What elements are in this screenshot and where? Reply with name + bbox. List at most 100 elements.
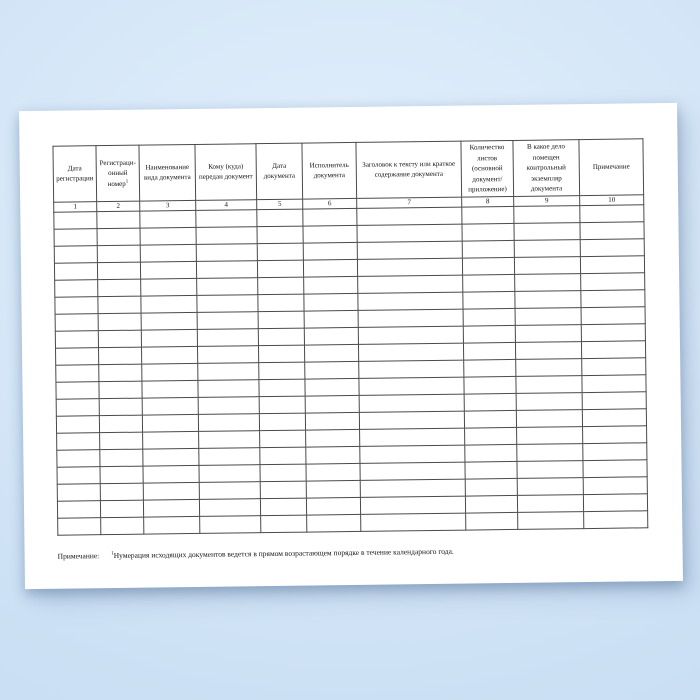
empty-cell bbox=[583, 493, 648, 512]
empty-cell bbox=[582, 442, 647, 461]
empty-cell bbox=[464, 426, 517, 445]
empty-cell bbox=[513, 222, 581, 240]
empty-cell bbox=[140, 294, 198, 313]
empty-cell bbox=[195, 226, 258, 244]
empty-cell bbox=[463, 324, 516, 343]
empty-cell bbox=[197, 362, 259, 380]
empty-cell bbox=[53, 211, 97, 229]
empty-cell bbox=[196, 294, 259, 312]
empty-cell bbox=[96, 210, 140, 229]
column-number-3: 3 bbox=[139, 199, 196, 211]
column-number-5: 5 bbox=[256, 198, 303, 210]
empty-cell bbox=[100, 499, 144, 518]
empty-cell bbox=[260, 497, 307, 516]
empty-cell bbox=[56, 398, 100, 416]
empty-cell bbox=[198, 430, 260, 448]
empty-cell bbox=[143, 498, 200, 517]
empty-cell bbox=[358, 359, 464, 378]
header-footnote-mark: 1 bbox=[125, 178, 129, 184]
empty-cell bbox=[198, 396, 260, 414]
empty-cell bbox=[197, 311, 259, 329]
empty-cell bbox=[580, 272, 645, 291]
empty-cell bbox=[57, 517, 101, 535]
empty-cell bbox=[515, 341, 582, 359]
column-number-8: 8 bbox=[461, 195, 514, 207]
empty-cell bbox=[302, 224, 358, 243]
empty-cell bbox=[260, 480, 307, 499]
empty-cell bbox=[55, 313, 99, 331]
empty-cell bbox=[198, 464, 261, 482]
empty-cell bbox=[359, 444, 465, 463]
empty-cell bbox=[302, 207, 357, 226]
empty-cell bbox=[259, 446, 306, 465]
empty-cell bbox=[256, 208, 303, 227]
empty-cell bbox=[258, 327, 305, 346]
empty-cell bbox=[359, 461, 466, 480]
column-header-6: Исполнитель документа bbox=[301, 142, 357, 199]
empty-cell bbox=[581, 357, 646, 376]
empty-cell bbox=[358, 376, 465, 395]
column-header-5: Дата документа bbox=[255, 143, 303, 200]
empty-cell bbox=[54, 279, 98, 297]
empty-cell bbox=[516, 426, 583, 444]
empty-cell bbox=[140, 260, 197, 279]
empty-cell bbox=[581, 306, 646, 325]
empty-cell bbox=[305, 462, 361, 481]
document-page: Дата регистрации Регистраци-онный номер1 Н… bbox=[19, 102, 683, 590]
column-header-3: Наименование вида документа bbox=[138, 144, 196, 201]
empty-cell bbox=[516, 392, 583, 410]
column-number-1: 1 bbox=[53, 201, 97, 212]
empty-cell bbox=[98, 329, 142, 348]
empty-cell bbox=[515, 307, 582, 325]
empty-cell bbox=[303, 241, 358, 260]
empty-cell bbox=[517, 494, 584, 512]
empty-cell bbox=[357, 274, 463, 293]
empty-cell bbox=[303, 292, 359, 311]
empty-cell bbox=[140, 243, 197, 262]
column-header-8: Количество листов (основной документ/ пр… bbox=[460, 140, 514, 197]
empty-cell bbox=[464, 392, 517, 411]
empty-cell bbox=[99, 397, 143, 416]
empty-cell bbox=[582, 425, 647, 444]
empty-cell bbox=[56, 466, 101, 484]
empty-cell bbox=[57, 500, 101, 518]
empty-cell bbox=[360, 512, 466, 531]
empty-cell bbox=[462, 290, 516, 309]
empty-cell bbox=[462, 273, 515, 292]
empty-cell bbox=[582, 391, 647, 410]
empty-cell bbox=[139, 226, 197, 245]
empty-cell bbox=[358, 342, 464, 361]
empty-cell bbox=[304, 377, 360, 396]
empty-cell bbox=[97, 278, 141, 297]
empty-cell bbox=[304, 309, 359, 328]
empty-cell bbox=[515, 358, 582, 376]
empty-cell bbox=[582, 408, 647, 427]
empty-cell bbox=[258, 310, 305, 329]
empty-cell bbox=[97, 244, 141, 263]
empty-cell bbox=[464, 443, 517, 462]
empty-cell bbox=[304, 326, 359, 345]
empty-cell bbox=[303, 275, 358, 294]
empty-cell bbox=[140, 277, 197, 296]
empty-cell bbox=[306, 479, 361, 498]
column-header-9: В какое дело помещен контрольный экземпл… bbox=[512, 139, 580, 196]
empty-cell bbox=[359, 427, 465, 446]
empty-cell bbox=[306, 513, 361, 532]
empty-cell bbox=[198, 447, 260, 465]
empty-cell bbox=[56, 415, 100, 433]
empty-cell bbox=[259, 463, 307, 482]
empty-cell bbox=[516, 409, 583, 427]
empty-cell bbox=[196, 260, 258, 278]
empty-cell bbox=[579, 204, 644, 223]
empty-cell bbox=[99, 465, 144, 484]
empty-cell bbox=[514, 256, 581, 274]
empty-cell bbox=[196, 243, 258, 261]
empty-cell bbox=[55, 330, 99, 348]
empty-cell bbox=[514, 239, 581, 257]
empty-cell bbox=[57, 483, 101, 501]
empty-cell bbox=[96, 227, 141, 246]
empty-cell bbox=[356, 223, 463, 242]
empty-cell bbox=[304, 360, 359, 379]
empty-cell bbox=[97, 295, 142, 314]
empty-cell bbox=[517, 477, 584, 495]
